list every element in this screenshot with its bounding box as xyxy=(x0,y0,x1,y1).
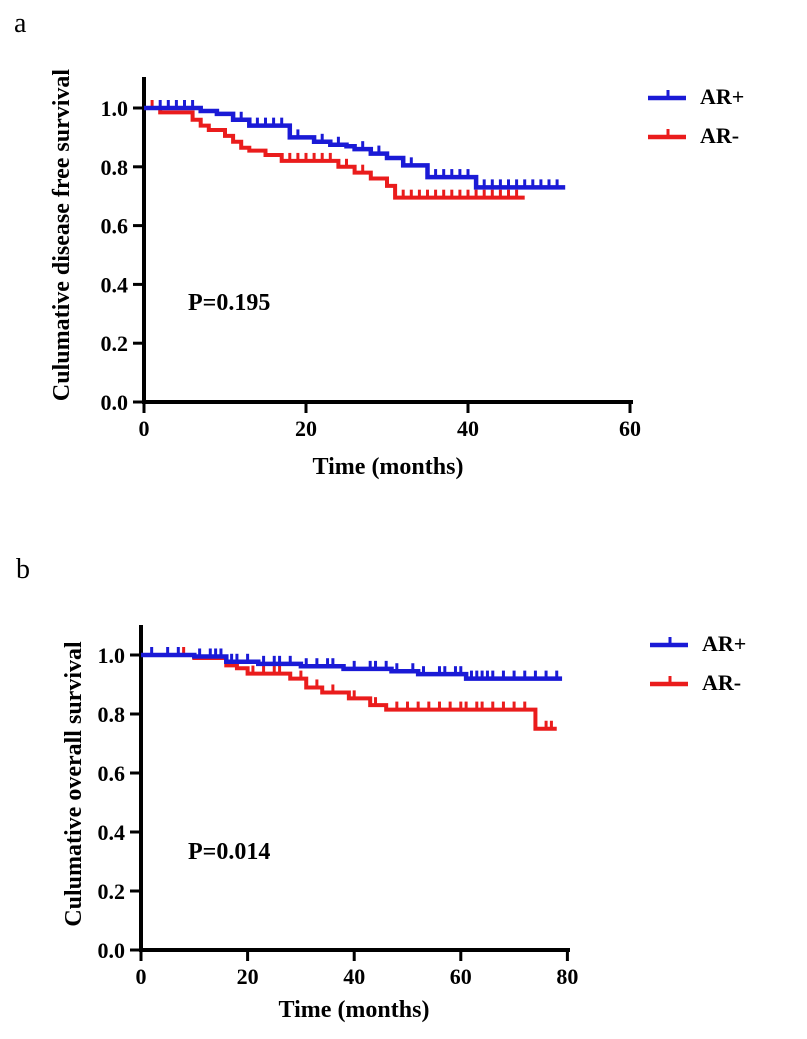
panel-a-legend-label-ar-positive: AR+ xyxy=(700,84,745,109)
y-tick-label: 0.2 xyxy=(101,331,129,356)
y-tick-label: 1.0 xyxy=(98,643,126,668)
y-tick-label: 0.4 xyxy=(98,820,126,845)
x-tick-label: 0 xyxy=(136,964,147,989)
y-tick-label: 0.0 xyxy=(101,390,129,415)
x-tick-label: 60 xyxy=(450,964,472,989)
x-tick-label: 60 xyxy=(619,416,641,441)
x-tick-label: 20 xyxy=(237,964,259,989)
panel-b-legend-label-ar-positive: AR+ xyxy=(702,631,747,656)
panel-b-y-axis-title: Culumative overall survival xyxy=(61,641,87,927)
y-tick-label: 1.0 xyxy=(101,96,129,121)
y-tick-label: 0.6 xyxy=(98,761,126,786)
panel-b-legend-label-ar-negative: AR- xyxy=(702,670,742,695)
km-curve-ar-positive-panel-b xyxy=(141,652,563,681)
panel-a-y-axis-title: Culumative disease free survival xyxy=(49,68,75,402)
x-tick-label: 40 xyxy=(457,416,479,441)
x-tick-label: 20 xyxy=(295,416,317,441)
panel-a-x-axis-title: Time (months) xyxy=(312,454,464,480)
panel-a-letter: a xyxy=(14,8,27,39)
panel-b-letter: b xyxy=(16,554,30,585)
y-tick-label: 0.8 xyxy=(98,702,126,727)
panel-a-p-value: P=0.195 xyxy=(188,290,271,316)
y-tick-label: 0.6 xyxy=(101,214,129,239)
panel-b-x-axis-title: Time (months) xyxy=(278,997,430,1023)
x-tick-label: 40 xyxy=(343,964,365,989)
y-tick-label: 0.4 xyxy=(101,272,129,297)
y-tick-label: 0.8 xyxy=(101,155,129,180)
x-tick-label: 0 xyxy=(139,416,150,441)
panel-b-p-value: P=0.014 xyxy=(188,839,271,865)
panel-a-legend-label-ar-negative: AR- xyxy=(700,123,740,148)
y-tick-label: 0.2 xyxy=(98,879,126,904)
y-tick-label: 0.0 xyxy=(98,938,126,963)
x-tick-label: 80 xyxy=(556,964,578,989)
km-curve-ar-negative-panel-a xyxy=(144,106,525,200)
km-curve-ar-negative-panel-b xyxy=(141,653,557,731)
km-curve-ar-positive-panel-a xyxy=(144,105,566,190)
